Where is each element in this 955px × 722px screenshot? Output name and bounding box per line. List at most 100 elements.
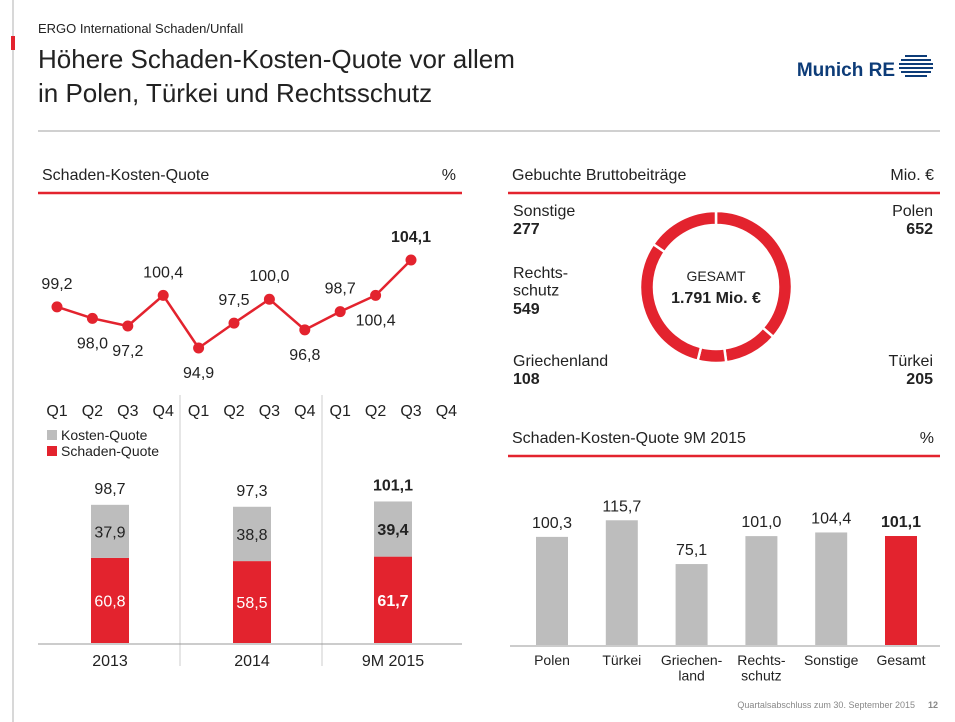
center-total: 1.791 Mio. €: [671, 290, 761, 307]
slice-label: Sonstige: [513, 203, 575, 220]
point: [263, 293, 275, 305]
data-label: 104,1: [391, 229, 431, 246]
data-label: 100,3: [532, 515, 572, 532]
data-label: 97,5: [218, 292, 249, 309]
page-number: 12: [928, 700, 938, 710]
section-unit: %: [442, 167, 456, 184]
data-label: 94,9: [183, 365, 214, 382]
section-unit: Mio. €: [890, 167, 934, 184]
bar-segment: [233, 506, 271, 562]
x-tick-label: Q2: [223, 403, 244, 420]
title: Höhere Schaden-Kosten-Quote vor allem: [38, 44, 515, 74]
category-label: 2013: [92, 653, 128, 670]
point: [299, 324, 311, 336]
legend-swatch: [47, 446, 57, 456]
slice-value: 205: [906, 371, 933, 388]
donut-segment: [696, 345, 728, 365]
donut-segment: [722, 325, 776, 364]
slice-value: 549: [513, 301, 540, 318]
point: [157, 289, 169, 301]
category-label: 2014: [234, 653, 270, 670]
section-title: Gebuchte Bruttobeiträge: [512, 167, 686, 184]
x-tick-label: Q4: [153, 403, 174, 420]
data-label: 75,1: [676, 542, 707, 559]
footer: Quartalsabschluss zum 30. September 2015: [737, 700, 915, 710]
slice-value: 652: [906, 221, 933, 238]
point: [122, 320, 134, 332]
bar-segment: [374, 501, 412, 557]
x-tick-label: Q3: [259, 403, 280, 420]
x-tick-label: Q1: [46, 403, 67, 420]
point: [405, 254, 417, 266]
category-label: Türkei: [602, 652, 641, 668]
accent: [11, 36, 15, 50]
section-title: Schaden-Kosten-Quote: [42, 167, 209, 184]
bar: [605, 520, 638, 645]
category-label: 9M 2015: [362, 653, 424, 670]
x-tick-label: Q4: [436, 403, 457, 420]
bar: [815, 532, 848, 645]
slice-value: 277: [513, 221, 540, 238]
bar-segment: [233, 561, 271, 643]
data-label: 39,4: [377, 522, 408, 539]
data-label: 100,0: [249, 268, 289, 285]
point: [86, 312, 98, 324]
bar-segment: [374, 556, 412, 643]
legend-label: Kosten-Quote: [61, 427, 148, 443]
x-tick-label: Q2: [82, 403, 103, 420]
bar-segment: [91, 557, 129, 643]
x-tick-label: Q2: [365, 403, 386, 420]
x-tick-label: Q3: [117, 403, 138, 420]
x-tick-label: Q4: [294, 403, 315, 420]
bar: [675, 564, 708, 645]
bar: [745, 536, 778, 645]
data-label: 101,1: [881, 514, 921, 531]
supertitle: ERGO International Schaden/Unfall: [38, 21, 243, 36]
category-label: Rechts-schutz: [737, 652, 786, 683]
data-label: 58,5: [236, 595, 267, 612]
donut-segment: [651, 209, 718, 254]
point: [334, 306, 346, 318]
category-label: Griechen-land: [661, 652, 723, 683]
data-label: 98,0: [77, 335, 108, 352]
point: [193, 342, 205, 354]
data-label: 96,8: [289, 347, 320, 364]
category-label: Polen: [534, 652, 570, 668]
bar: [536, 536, 568, 645]
total-label: 98,7: [94, 481, 125, 498]
logo-icon: [899, 55, 933, 77]
data-label: 100,4: [356, 312, 396, 329]
total-label: 101,1: [373, 477, 413, 494]
data-label: 101,0: [741, 514, 781, 531]
data-label: 100,4: [143, 264, 183, 281]
category-label: Sonstige: [804, 652, 859, 668]
slice-label: Rechts-schutz: [513, 265, 568, 300]
center-label: GESAMT: [686, 268, 746, 284]
data-label: 60,8: [94, 593, 125, 610]
point: [228, 317, 240, 329]
section-unit: %: [920, 430, 934, 447]
slice-label: Polen: [892, 203, 933, 220]
data-label: 37,9: [94, 524, 125, 541]
data-label: 38,8: [236, 527, 267, 544]
data-label: 98,7: [325, 281, 356, 298]
data-label: 97,2: [112, 343, 143, 360]
data-label: 104,4: [811, 510, 851, 527]
legend-label: Schaden-Quote: [61, 443, 159, 459]
category-label: Gesamt: [876, 652, 925, 668]
point: [51, 301, 63, 313]
x-tick-label: Q3: [400, 403, 421, 420]
logo: Munich RE: [797, 60, 895, 81]
slice-label: Griechenland: [513, 353, 608, 370]
total-label: 97,3: [236, 483, 267, 500]
point: [370, 289, 382, 301]
x-tick-label: Q1: [188, 403, 209, 420]
bar: [885, 536, 917, 645]
data-label: 61,7: [377, 593, 408, 610]
slice-label: Türkei: [889, 353, 933, 370]
legend-swatch: [47, 430, 57, 440]
slice-value: 108: [513, 371, 540, 388]
title: in Polen, Türkei und Rechtsschutz: [38, 78, 432, 108]
bar-segment: [91, 504, 129, 558]
